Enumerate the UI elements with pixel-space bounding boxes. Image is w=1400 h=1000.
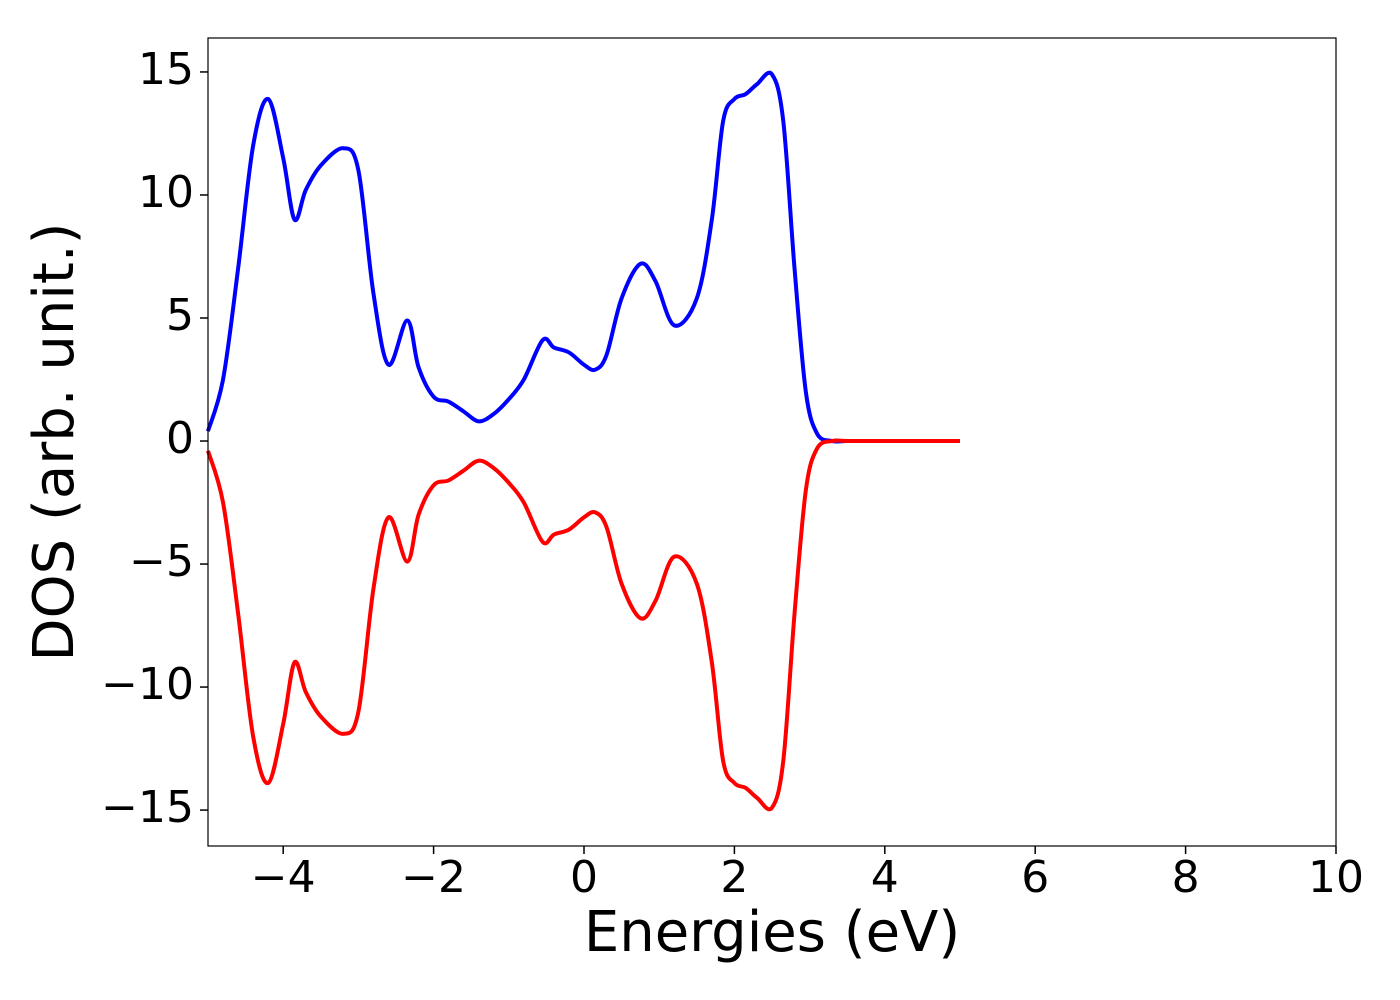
y-tick-label: −15 [101, 782, 194, 833]
x-axis-label: Energies (eV) [584, 900, 960, 965]
y-tick-label: −10 [101, 659, 194, 710]
x-tick-label: 8 [1172, 852, 1200, 903]
y-tick-label: 5 [166, 290, 194, 341]
y-tick-label: 15 [138, 44, 194, 95]
x-tick-label: −2 [401, 852, 466, 903]
x-tick-label: 2 [720, 852, 748, 903]
x-tick-label: 10 [1308, 852, 1364, 903]
x-tick-label: 4 [871, 852, 899, 903]
x-tick-label: −4 [251, 852, 316, 903]
x-tick-label: 0 [570, 852, 598, 903]
y-tick-label: 0 [166, 413, 194, 464]
y-axis-label: DOS (arb. unit.) [22, 222, 87, 661]
dos-line [206, 438, 960, 812]
y-tick-label: −5 [129, 536, 194, 587]
x-tick-label: 6 [1021, 852, 1049, 903]
dos-line [206, 70, 960, 444]
plot-frame [207, 37, 1337, 847]
y-tick-label: 10 [138, 167, 194, 218]
